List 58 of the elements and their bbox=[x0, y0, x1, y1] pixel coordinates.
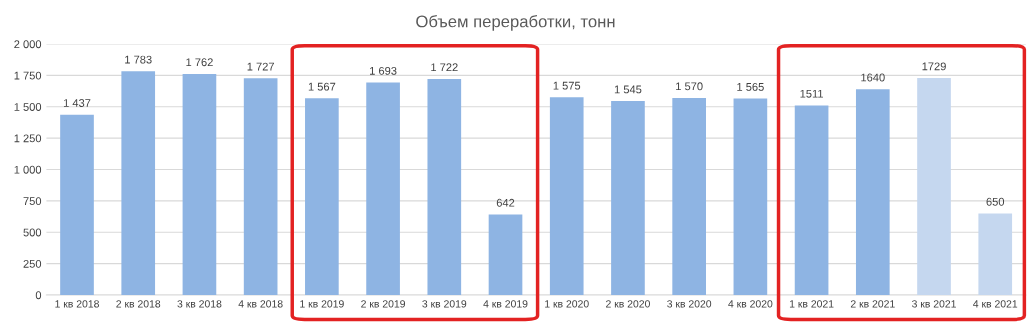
data-label: 1729 bbox=[922, 62, 946, 71]
x-tick-label: 3 кв 2020 bbox=[667, 300, 712, 308]
data-label: 1 762 bbox=[186, 58, 213, 67]
x-tick-label: 3 кв 2019 bbox=[422, 300, 467, 308]
data-label: 1640 bbox=[861, 73, 885, 82]
data-label: 1 437 bbox=[63, 99, 91, 107]
x-tick-label: 1 кв 2019 bbox=[300, 300, 344, 308]
data-label: 1 693 bbox=[370, 66, 397, 75]
bar bbox=[672, 97, 706, 296]
bar bbox=[978, 213, 1013, 296]
bar bbox=[427, 78, 462, 296]
x-tick-label: 1 кв 2021 bbox=[789, 300, 834, 308]
x-tick-label: 1 кв 2018 bbox=[55, 300, 99, 308]
data-label: 1 575 bbox=[553, 81, 581, 90]
bar bbox=[366, 82, 400, 296]
y-tick-label: 2 000 bbox=[14, 40, 42, 49]
y-tick-label: 1 250 bbox=[14, 134, 42, 143]
y-tick-label: 250 bbox=[23, 259, 42, 268]
bar bbox=[182, 73, 217, 296]
x-tick-label: 3 кв 2018 bbox=[177, 300, 222, 308]
bar bbox=[243, 78, 278, 296]
bar bbox=[733, 98, 768, 296]
data-label: 1 570 bbox=[676, 82, 703, 91]
data-label: 1 545 bbox=[614, 85, 642, 94]
x-tick-label: 4 кв 2018 bbox=[238, 300, 283, 308]
data-label: 1 565 bbox=[737, 82, 764, 91]
data-label: 1511 bbox=[800, 89, 823, 98]
x-tick-label: 2 кв 2018 bbox=[116, 300, 161, 308]
y-tick-label: 750 bbox=[23, 197, 42, 206]
x-tick-label: 2 кв 2020 bbox=[606, 300, 650, 308]
data-label: 650 bbox=[986, 197, 1005, 206]
bar bbox=[917, 78, 951, 296]
x-tick-label: 1 кв 2020 bbox=[545, 300, 589, 308]
y-tick-label: 0 bbox=[35, 291, 42, 300]
y-tick-label: 1 000 bbox=[14, 165, 42, 174]
data-label: 642 bbox=[496, 198, 515, 207]
bar bbox=[60, 114, 94, 296]
x-tick-label: 2 кв 2021 bbox=[850, 300, 895, 308]
bar bbox=[305, 98, 339, 296]
y-tick-label: 1 750 bbox=[14, 71, 42, 80]
data-label: 1 567 bbox=[308, 82, 336, 91]
bar bbox=[549, 97, 584, 296]
bar bbox=[611, 101, 645, 296]
x-tick-label: 4 кв 2020 bbox=[728, 300, 773, 308]
bar bbox=[794, 105, 829, 296]
y-tick-label: 500 bbox=[23, 228, 42, 237]
bar bbox=[488, 214, 523, 296]
data-label: 1 722 bbox=[431, 63, 458, 72]
x-tick-label: 2 кв 2019 bbox=[361, 300, 406, 308]
bar bbox=[855, 89, 890, 296]
data-label: 1 727 bbox=[247, 62, 274, 71]
data-label: 1 783 bbox=[125, 55, 152, 64]
x-tick-label: 4 кв 2021 bbox=[973, 300, 1018, 308]
chart-title: Объем переработки, тонн bbox=[416, 14, 615, 31]
x-tick-label: 3 кв 2021 bbox=[912, 300, 956, 308]
y-tick-label: 1 500 bbox=[14, 103, 42, 111]
bar bbox=[121, 71, 156, 296]
x-tick-label: 4 кв 2019 bbox=[483, 300, 528, 308]
